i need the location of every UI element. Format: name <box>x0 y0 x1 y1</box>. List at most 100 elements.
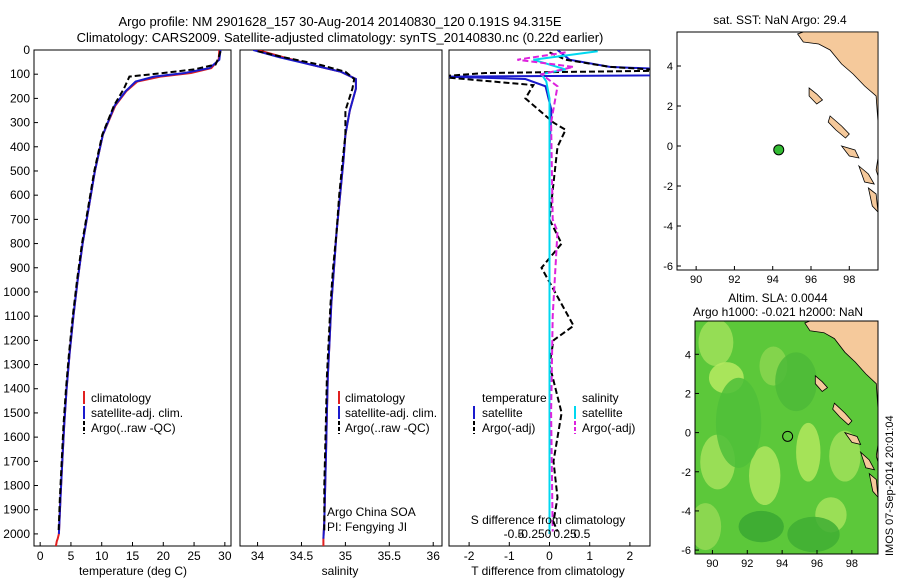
island-land <box>814 374 829 393</box>
sla-anomaly-patch <box>787 516 840 553</box>
longitude-tick-label: 94 <box>767 274 779 286</box>
island-land <box>867 187 878 213</box>
latitude-tick-label: -4 <box>663 221 673 233</box>
depth-tick-label: 1300 <box>3 358 30 372</box>
salinity-xlabel: salinity <box>322 564 359 578</box>
difference-line-sal-argo <box>517 51 574 532</box>
sst-map-axes: 90 92 94 96 98 -6 -4 -2 0 2 4 <box>663 61 855 286</box>
island-land <box>875 157 878 177</box>
temperature-tick-label: 5 <box>68 549 75 563</box>
depth-tick-label: 800 <box>10 237 30 251</box>
temperature-x-axis: 0 5 10 15 20 25 30 <box>37 542 232 563</box>
temperature-tick-label: 10 <box>95 549 109 563</box>
salinity-series <box>252 50 357 546</box>
difference-panel: -2 -1 0 1 2 temperature satellite Argo(-adj)… <box>448 49 651 578</box>
salinity-difference-tick-label: -0.5 <box>504 527 525 541</box>
difference-tick-label: -1 <box>504 549 515 563</box>
difference-xlabel: T difference from climatology <box>471 564 625 578</box>
depth-tick-label: 400 <box>10 140 30 154</box>
sla-anomaly-patch <box>796 422 821 482</box>
difference-x-axis: -2 -1 0 1 2 <box>464 542 634 563</box>
longitude-tick-label: 98 <box>843 274 855 286</box>
salinity-difference-tick-label: 0 <box>545 527 552 541</box>
depth-tick-label: 700 <box>10 212 30 226</box>
sla-anomaly-patch <box>698 321 734 367</box>
sla-map-frame <box>694 320 879 555</box>
depth-tick-label: 600 <box>10 188 30 202</box>
legend-label-sal-satellite: satellite <box>582 406 623 420</box>
sst-map-title: sat. SST: NaN Argo: 29.4 <box>713 13 847 27</box>
header-line2: Climatology: CARS2009. Satellite-adjuste… <box>77 30 604 45</box>
island-land <box>840 145 860 159</box>
salinity-panel: 34 34.5 35 35.5 36 climatology satellite-adj… <box>239 49 443 578</box>
latitude-tick-label: -2 <box>663 181 673 193</box>
legend-title-salinity: salinity <box>582 391 619 405</box>
depth-tick-label: 2000 <box>3 527 30 541</box>
salinity-difference-ticks: -0.5-0.25 0 0.250.5 <box>504 527 591 541</box>
depth-tick-label: 0 <box>23 43 30 57</box>
sst-map-land <box>796 32 878 213</box>
sla-anomaly-patches <box>695 321 861 553</box>
latitude-tick-label: -6 <box>663 261 673 273</box>
argo-float-marker <box>773 144 785 156</box>
temperature-tick-label: 20 <box>157 549 171 563</box>
salinity-tick-label: 34.5 <box>290 549 314 563</box>
longitude-tick-label: 98 <box>846 558 858 570</box>
salinity-tick-label: 36 <box>427 549 441 563</box>
temperature-tick-label: 15 <box>126 549 140 563</box>
legend-label-satellite: satellite-adj. clim. <box>91 406 183 420</box>
depth-tick-label: 1500 <box>3 406 30 420</box>
sla-map: Altim. SLA: 0.0044 Argo h1000: -0.021 h2… <box>681 291 896 570</box>
latitude-tick-label: 2 <box>667 101 673 113</box>
depth-tick-label: 1100 <box>4 309 30 323</box>
depth-tick-label: 500 <box>10 164 30 178</box>
sumatra-land <box>804 321 878 410</box>
longitude-tick-label: 96 <box>805 274 817 286</box>
difference-tick-label: 1 <box>586 549 593 563</box>
legend-label-temp-argo: Argo(-adj) <box>482 421 535 435</box>
sla-anomaly-patch <box>715 377 762 468</box>
sla-anomaly-patch <box>829 430 861 482</box>
legend-label-sal-argo: Argo(-adj) <box>582 421 635 435</box>
latitude-tick-label: -6 <box>681 545 691 557</box>
salinity-tick-label: 34 <box>251 549 265 563</box>
longitude-tick-label: 92 <box>728 274 740 286</box>
depth-tick-label: 300 <box>10 116 30 130</box>
depth-tick-label: 1400 <box>3 382 30 396</box>
sumatra-land <box>796 32 878 123</box>
temperature-axes-frame <box>33 49 232 547</box>
longitude-tick-label: 92 <box>741 558 753 570</box>
sla-map-field <box>695 321 878 554</box>
latitude-tick-label: 0 <box>667 141 673 153</box>
latitude-tick-label: -2 <box>681 467 691 479</box>
difference-tick-label: 0 <box>546 549 553 563</box>
longitude-tick-label: 90 <box>706 558 718 570</box>
depth-tick-label: 1800 <box>3 479 30 493</box>
sla-anomaly-patch <box>775 352 817 412</box>
legend-label-argo: Argo(..raw -QC) <box>91 421 176 435</box>
legend-label-climatology: climatology <box>91 391 151 405</box>
island-land <box>858 164 875 185</box>
island-land <box>832 402 853 426</box>
temperature-tick-label: 30 <box>218 549 232 563</box>
longitude-tick-label: 96 <box>811 558 823 570</box>
sla-anomaly-patch <box>749 446 781 506</box>
difference-legend: temperature satellite Argo(-adj) salinit… <box>473 391 635 435</box>
island-land <box>859 450 876 471</box>
sla-map-title: Altim. SLA: 0.0044 <box>728 291 828 305</box>
sla-map-land <box>804 321 878 498</box>
depth-tick-label: 100 <box>10 67 30 81</box>
longitude-tick-label: 94 <box>776 558 788 570</box>
difference-series <box>449 50 650 534</box>
salinity-tick-label: 35 <box>339 549 353 563</box>
salinity-x-axis: 34 34.5 35 35.5 36 <box>251 542 440 563</box>
sla-anomaly-patch <box>738 510 784 543</box>
temperature-xlabel: temperature (deg C) <box>79 564 187 578</box>
legend-label-temp-satellite: satellite <box>482 406 523 420</box>
difference-x2label: S difference from climatology <box>471 513 626 527</box>
latitude-tick-label: 4 <box>667 61 673 73</box>
depth-tick-label: 900 <box>10 261 30 275</box>
depth-tick-label: 1700 <box>3 454 30 468</box>
argo-float-marker <box>782 430 794 442</box>
